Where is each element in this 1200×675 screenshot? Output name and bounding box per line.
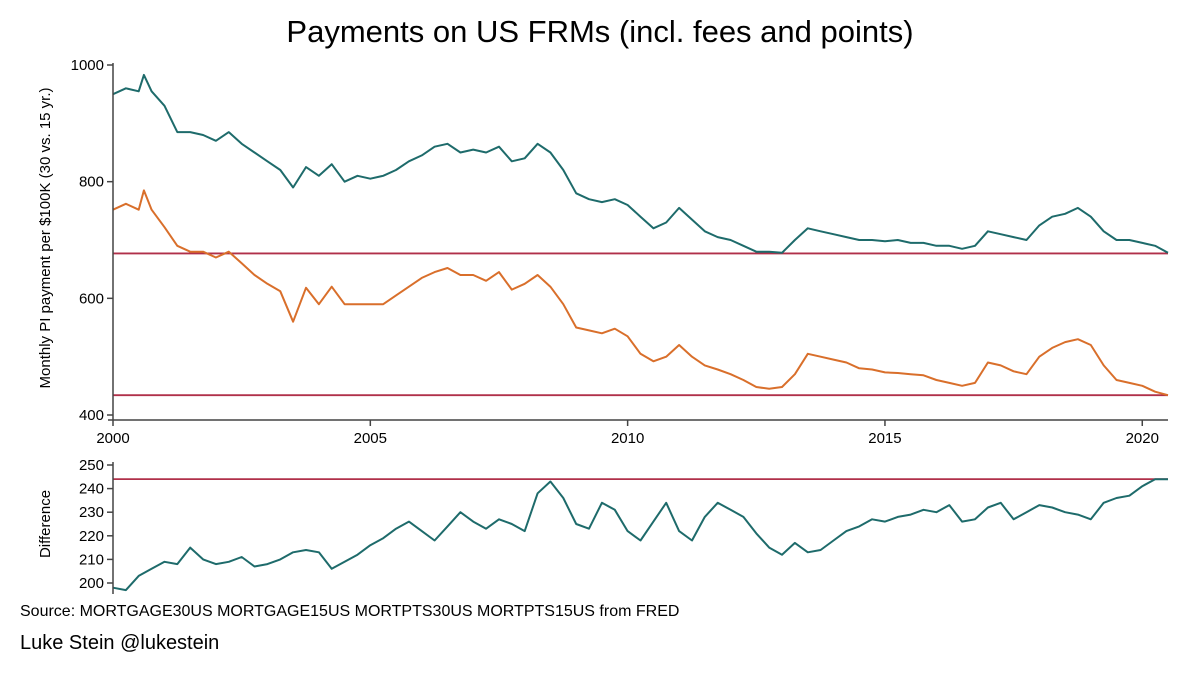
y-tick-label: 800 bbox=[79, 174, 104, 191]
top-x-ticks: 2000 2005 2010 2015 2020 bbox=[96, 420, 1159, 447]
top-y-axis-title: Monthly PI payment per $100K (30 vs. 15 … bbox=[37, 88, 54, 389]
source-note: Source: MORTGAGE30US MORTGAGE15US MORTPT… bbox=[20, 603, 680, 620]
chart-title: Payments on US FRMs (incl. fees and poin… bbox=[286, 14, 914, 49]
y-tick-label: 250 bbox=[79, 457, 104, 474]
bottom-series-group bbox=[112, 478, 1168, 592]
top-panel: 400 600 800 1000 2000 2005 2010 2015 2020 Month… bbox=[37, 57, 1169, 447]
bottom-y-ticks: 200 210 220 230 240 250 bbox=[79, 457, 113, 592]
top-y-ticks: 400 600 800 1000 bbox=[71, 57, 113, 424]
y-tick-label: 230 bbox=[79, 504, 104, 521]
y-tick-label: 1000 bbox=[71, 57, 104, 74]
bottom-y-axis-title: Difference bbox=[37, 490, 54, 558]
top-reference-lines bbox=[113, 252, 1168, 397]
y-tick-label: 210 bbox=[79, 551, 104, 568]
bottom-panel: 200 210 220 230 240 250 Difference bbox=[37, 457, 1168, 594]
y-tick-label: 600 bbox=[79, 290, 104, 307]
y-tick-label: 220 bbox=[79, 528, 104, 545]
x-tick-label: 2020 bbox=[1126, 430, 1159, 447]
x-tick-label: 2010 bbox=[611, 430, 644, 447]
x-tick-label: 2015 bbox=[868, 430, 901, 447]
x-tick-label: 2005 bbox=[354, 430, 387, 447]
author-credit: Luke Stein @lukestein bbox=[20, 632, 220, 654]
x-tick-label: 2000 bbox=[96, 430, 129, 447]
series-line-difference bbox=[112, 478, 1168, 592]
series-line-30yr bbox=[112, 73, 1169, 254]
y-tick-label: 200 bbox=[79, 575, 104, 592]
y-tick-label: 240 bbox=[79, 481, 104, 498]
y-tick-label: 400 bbox=[79, 407, 104, 424]
top-series-group bbox=[112, 73, 1169, 397]
series-line-15yr bbox=[112, 189, 1169, 397]
